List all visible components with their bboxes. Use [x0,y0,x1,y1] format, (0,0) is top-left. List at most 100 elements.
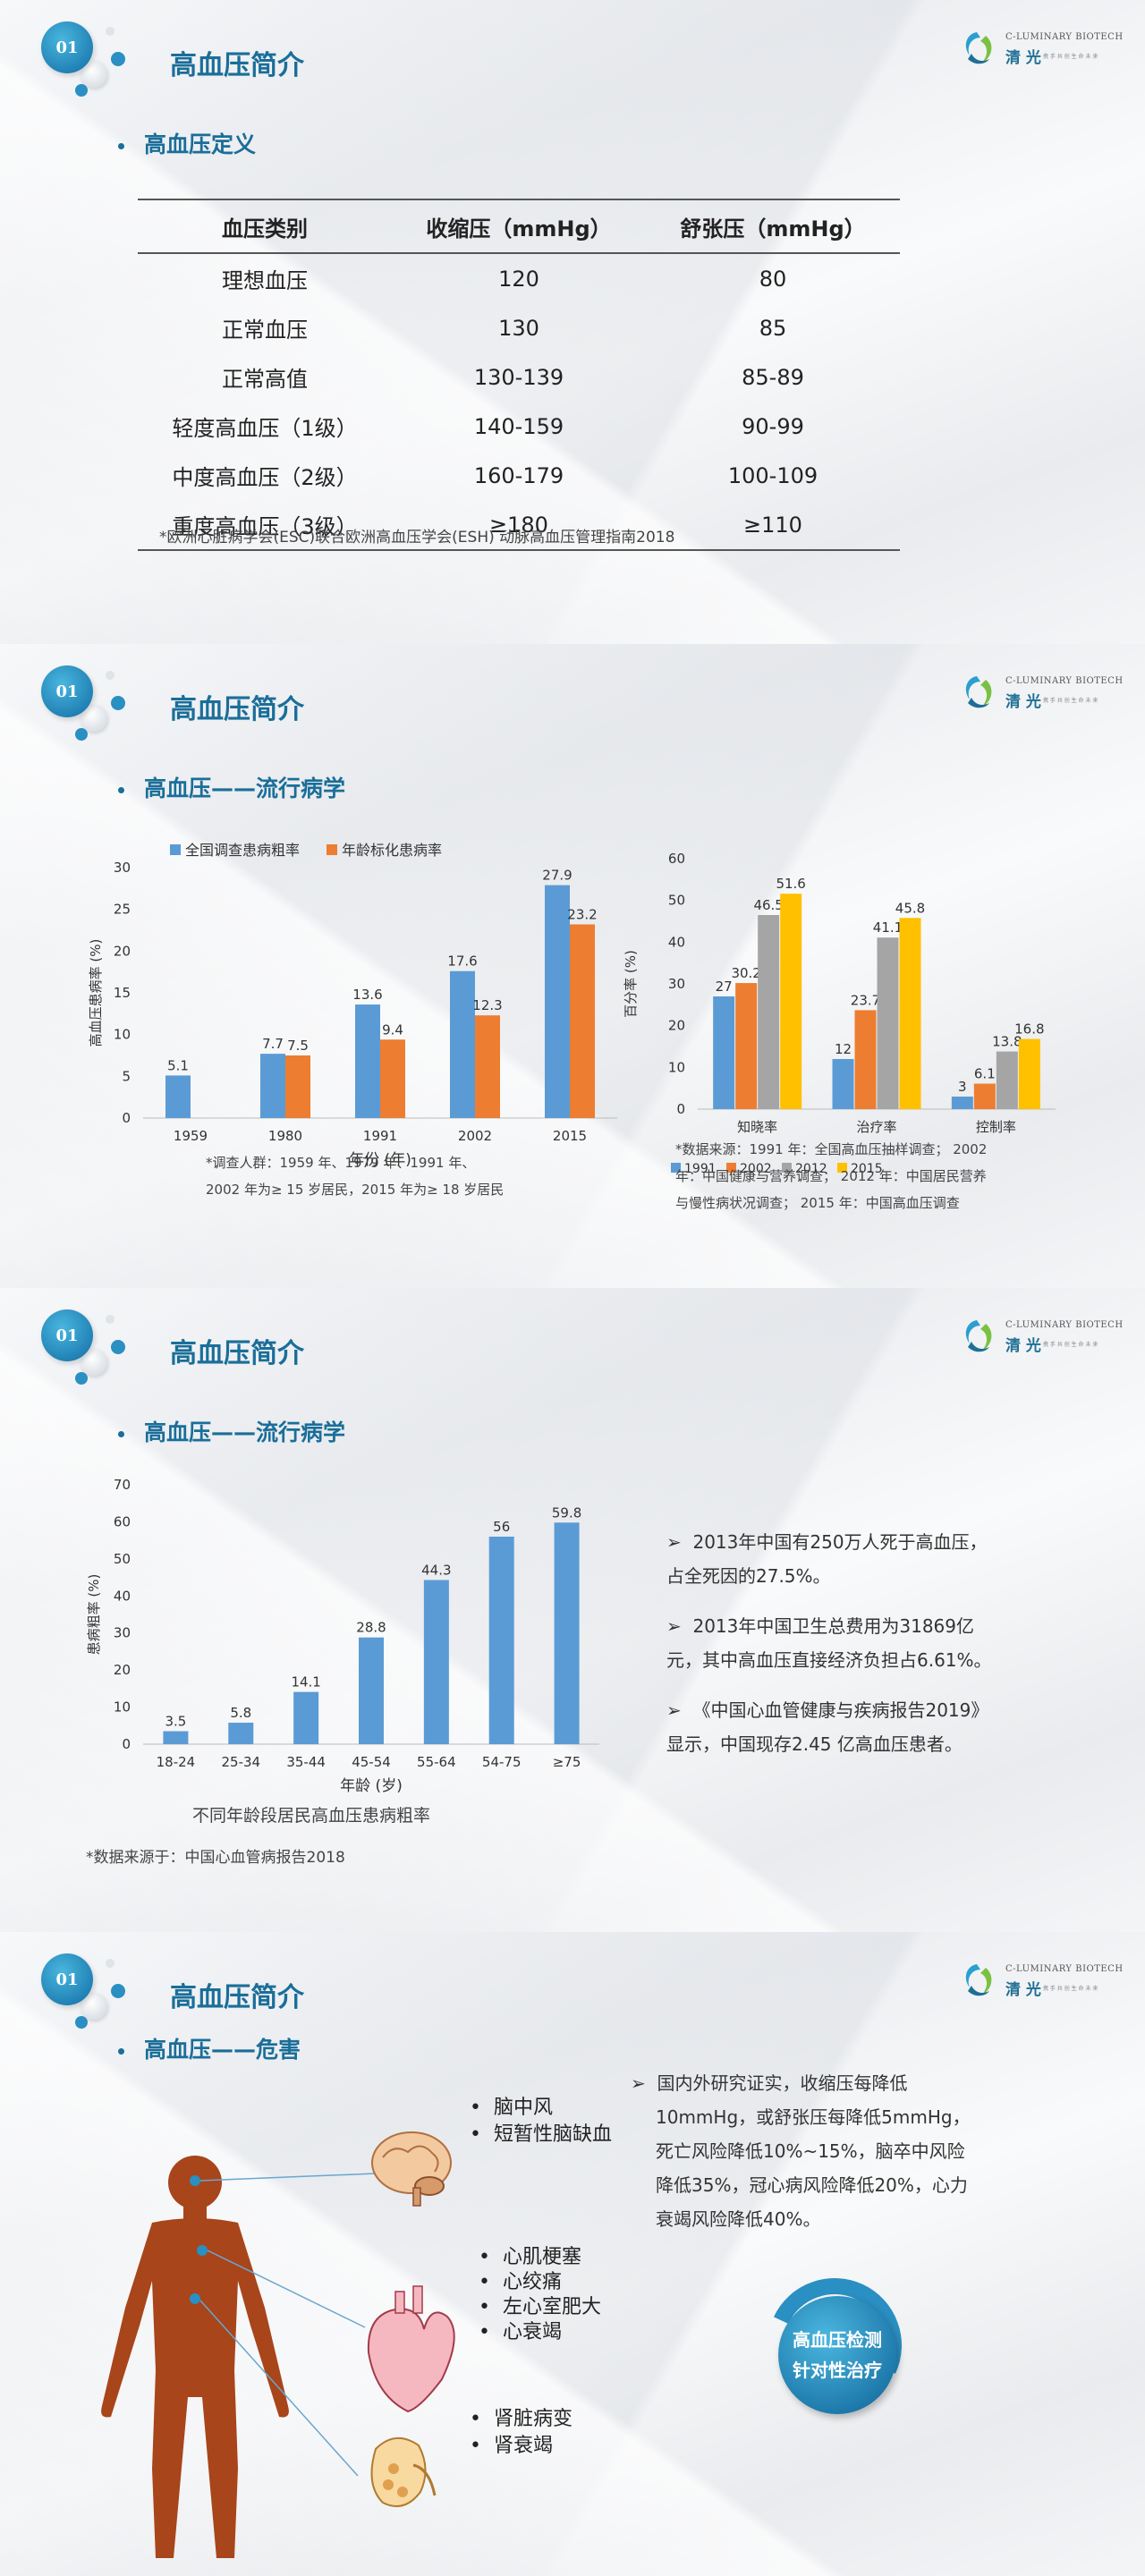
list-item-text: 肾衰竭 [493,2435,553,2457]
legend-swatch [170,844,181,855]
logo-english: C-LUMINARY BIOTECH [1005,1964,1124,1974]
x-tick-label: 1980 [268,1128,302,1144]
slide-title: 高血压简介 [170,694,304,725]
decor-dot [75,84,88,97]
y-tick-label: 20 [114,943,131,959]
paragraph-line: 死亡风险降低10%~15%，脑卒中风险 [656,2140,965,2162]
footnote-line: 与慢性病状况调查； 2015 年：中国高血压调查 [675,1195,960,1211]
data-label: 41.1 [873,919,903,936]
section-number: 01 [41,665,93,717]
kidney-icon [370,2437,437,2507]
benefit-paragraph: ➢ 国内外研究证实，收缩压每降低 10mmHg，或舒张压每降低5mmHg， 死亡… [631,2066,1006,2236]
table-cell: 正常高值 [222,367,308,392]
table-cell: 120 [498,266,539,292]
x-tick-label: 45-54 [352,1754,391,1770]
heart-effects-list: • 心肌梗塞 • 心绞痛 • 左心室肥大 • 心衰竭 [479,2245,601,2345]
data-label: 3 [958,1079,967,1095]
table-row: 轻度高血压（1级） 140-159 90-99 [138,402,900,451]
data-label: 23.7 [851,992,880,1008]
logo-chinese: 清 光 [1005,49,1041,67]
company-logo: C-LUMINARY BIOTECH 清 光 携 手 共 创 生 命 未 来 [959,27,1129,73]
brain-marker [190,2175,200,2186]
table-cell: 轻度高血压（1级） [172,416,358,441]
list-item-text: 心衰竭 [502,2321,562,2343]
list-item: • 肾脏病变 [470,2408,572,2430]
table-row: 重度高血压（3级） ≥180 ≥110 [138,500,900,551]
y-axis-label: 患病粗率 (%) [86,1574,102,1656]
y-tick-label: 0 [676,1101,685,1117]
table-cell: 重度高血压（3级） [138,500,392,551]
list-item-text: 2013年中国卫生总费用为31869亿 [692,1615,975,1637]
logo-chinese: 清 光 [1005,693,1041,711]
bar [293,1691,319,1744]
table-cell: 理想血压 [222,268,308,293]
connector-line [199,2173,377,2182]
bar [854,1010,877,1109]
bar [488,1537,514,1744]
legend-label: 2015 [851,1162,883,1176]
y-tick-label: 60 [668,851,685,867]
subhead-text: 高血压——流行病学 [144,775,346,801]
decor-dot [111,1340,125,1354]
connector-line [199,2300,359,2477]
data-label: 7.7 [262,1036,284,1052]
company-logo: C-LUMINARY BIOTECH 清 光 携 手 共 创 生 命 未 来 [959,671,1129,717]
y-axis-label: 高血压患病率 (%) [88,939,104,1047]
x-tick-label: ≥75 [553,1754,581,1770]
table-header: 舒张压（mmHg） [646,199,900,254]
data-label: 27 [716,979,733,995]
x-tick-label: 35-44 [286,1754,326,1770]
list-item-text: 2013年中国有250万人死于高血压， [692,1531,988,1553]
bar [450,970,475,1118]
legend-label: 1991 [684,1162,717,1176]
bar [570,924,595,1118]
logo-slogan: 携 手 共 创 生 命 未 来 [1043,1986,1098,1992]
x-axis-label: 年龄 (岁) [340,1777,403,1795]
x-tick-label: 治疗率 [856,1119,896,1135]
data-label: 5.8 [230,1705,251,1721]
decor-dot [106,27,114,36]
table-footnote: *欧洲心脏病学会(ESC)联合欧洲高血压学会(ESH) 动脉高血压管理指南201… [159,529,675,547]
connector-line [207,2250,366,2328]
bar [165,1075,191,1118]
bar [260,1054,285,1118]
fact-list: ➢ 2013年中国有250万人死于高血压， 占全死因的27.5%。 ➢ 2013年… [666,1525,992,1777]
y-tick-label: 50 [114,1551,131,1567]
subhead-text: 高血压定义 [144,131,257,157]
x-tick-label: 控制率 [976,1119,1016,1135]
data-label: 23.2 [567,906,597,922]
data-label: 12 [835,1041,852,1057]
bullet-dot [118,786,124,793]
footnote-line: *数据来源：1991 年：全国高血压抽样调查； 2002 [675,1141,988,1157]
legend-label: 年龄标化患病率 [342,842,442,859]
chart2-footnote: *数据来源：1991 年：全国高血压抽样调查； 2002 年：中国健康与营养调查… [675,1136,987,1216]
table-cell: 85 [759,315,787,341]
y-axis-label: 百分率 (%) [623,950,639,1018]
heart-icon [367,2285,455,2413]
decor-dot [111,1984,125,1998]
legend-swatch [726,1163,736,1173]
logo-english: C-LUMINARY BIOTECH [1005,676,1124,686]
x-tick-label: 2002 [458,1128,492,1144]
y-tick-label: 5 [122,1068,131,1084]
section-subhead: 高血压——危害 [118,2032,301,2064]
kidney-effects-list: • 肾脏病变 • 肾衰竭 [470,2406,572,2460]
y-tick-label: 40 [668,934,685,950]
bar [475,1015,500,1118]
y-tick-label: 0 [122,1110,131,1126]
slide-title: 高血压简介 [170,50,304,81]
decor-dot [106,1959,114,1968]
x-axis-label: 年份 (年) [349,1151,411,1169]
y-tick-label: 70 [114,1477,131,1493]
brain-effects-list: • 脑中风 • 短暂性脑缺血 [470,2095,612,2148]
bar [713,996,735,1109]
data-label: 44.3 [421,1562,451,1578]
list-item: • 心肌梗塞 [479,2246,581,2268]
company-logo: C-LUMINARY BIOTECH 清 光 携 手 共 创 生 命 未 来 [959,1315,1129,1361]
legend-swatch [327,844,337,855]
cta-circle: 高血压检测 针对性治疗 [778,2296,896,2414]
logo-english: C-LUMINARY BIOTECH [1005,1320,1124,1330]
bar [1018,1038,1040,1109]
list-item-text: 脑中风 [493,2097,553,2119]
slide-definition: 01 高血压简介 C-LUMINARY BIOTECH 清 光 携 手 共 创 … [0,0,1145,644]
